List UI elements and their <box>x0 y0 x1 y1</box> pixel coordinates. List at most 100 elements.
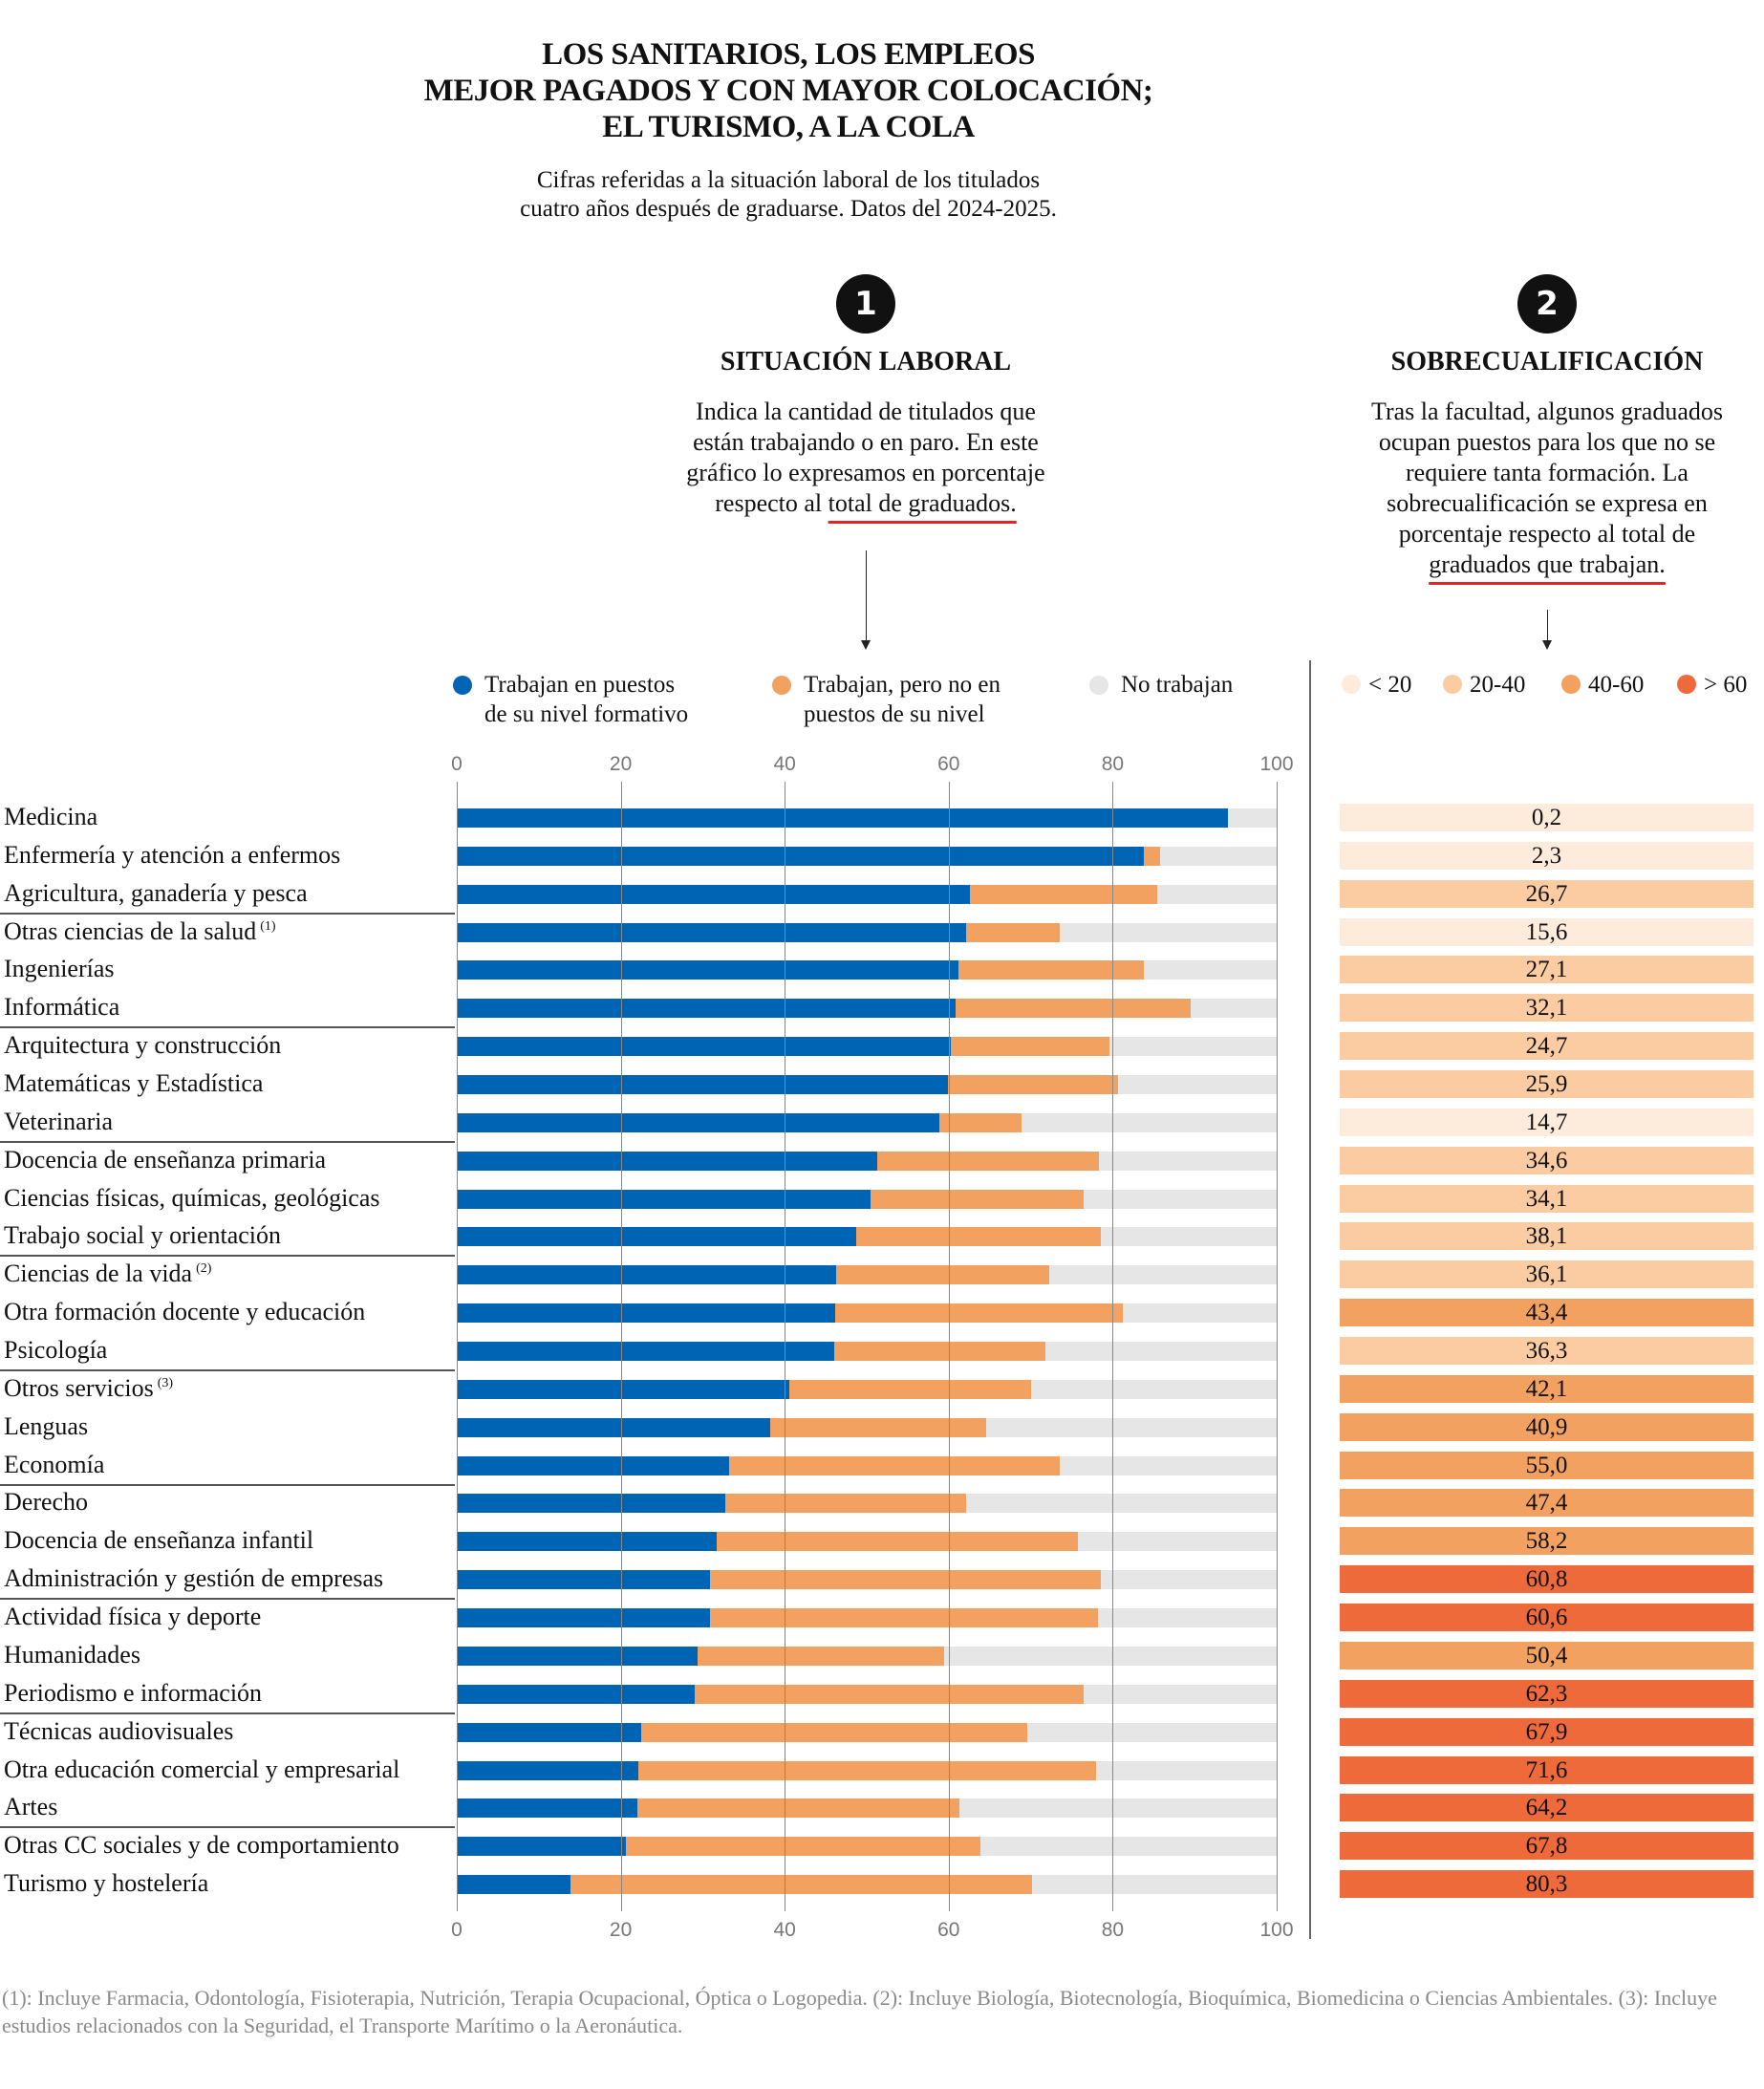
legend-label: Trabajan en puestos de su nivel formativo <box>484 672 689 727</box>
legend-item-40-60: 40-60 <box>1561 670 1644 700</box>
legend-dot-icon <box>1561 675 1581 694</box>
category-label: Informática <box>4 993 120 1022</box>
bar-segment <box>1156 884 1277 904</box>
bar-segment <box>457 1532 717 1552</box>
bar-segment <box>457 1342 834 1362</box>
bar-segment <box>1049 1265 1277 1285</box>
bar-segment <box>833 1342 1046 1362</box>
group-separator <box>0 1483 455 1486</box>
x-tick-label-top: 0 <box>451 753 463 775</box>
desc-text: respecto al <box>715 489 828 517</box>
bar-segment <box>457 999 956 1019</box>
bar-segment <box>1190 999 1277 1019</box>
bar-segment <box>1060 1455 1277 1475</box>
arrow-down-icon <box>1542 640 1552 650</box>
bar-segment <box>958 960 1144 980</box>
bar-segment <box>457 960 959 980</box>
overqualification-value: 2,3 <box>1340 841 1753 870</box>
overqualification-value: 34,6 <box>1340 1146 1753 1174</box>
group-separator <box>0 1712 455 1714</box>
legend-label: No trabajan <box>1121 672 1234 698</box>
desc-line: sobrecualificación se expresa en <box>1387 489 1708 517</box>
bar-segment <box>789 1379 1032 1399</box>
bar-segment <box>457 1608 711 1628</box>
overqualification-value: 32,1 <box>1340 994 1753 1023</box>
footnote-marker: (2) <box>196 1261 212 1277</box>
overqualification-value: 60,6 <box>1340 1604 1753 1632</box>
group-separator <box>0 1026 455 1029</box>
category-label: Actividad física y deporte <box>4 1603 262 1631</box>
legend-dot-icon <box>772 676 791 695</box>
category-label: Humanidades <box>4 1640 140 1669</box>
bar-segment <box>855 1227 1101 1247</box>
bar-segment <box>725 1494 966 1514</box>
bar-segment <box>457 1417 770 1437</box>
bar-segment <box>457 1646 699 1666</box>
category-label: Ingenierías <box>4 955 115 983</box>
overqualification-value: 80,3 <box>1340 1870 1753 1899</box>
title-line: LOS SANITARIOS, LOS EMPLEOS <box>542 37 1035 72</box>
group-separator <box>0 912 455 915</box>
group-separator <box>0 1368 455 1371</box>
section2-title: SOBRECUALIFICACIÓN <box>1390 347 1704 377</box>
number-two-icon: 2 <box>1517 274 1577 334</box>
desc-highlight: graduados que trabajan. <box>1429 550 1666 578</box>
bar-segment <box>636 1798 959 1819</box>
category-label: Psicología <box>4 1336 108 1365</box>
bar-segment <box>457 1075 948 1095</box>
x-tick-label-bottom: 0 <box>451 1919 463 1941</box>
category-label: Periodismo e información <box>4 1678 263 1707</box>
legend-item-20-40: 20-40 <box>1443 670 1525 700</box>
desc-line: Indica la cantidad de titulados que <box>696 398 1036 425</box>
bar-segment <box>1101 1570 1277 1590</box>
bar-segment <box>1097 1608 1277 1628</box>
bar-segment <box>939 1112 1022 1132</box>
x-tick-label-top: 100 <box>1259 753 1294 775</box>
overqualification-value: 58,2 <box>1340 1527 1753 1556</box>
bar-segment <box>1084 1189 1277 1209</box>
bar-segment <box>834 1303 1123 1324</box>
legend-item-orange: Trabajan, pero no en puestos de su nivel <box>772 670 1000 729</box>
bar-segment <box>457 1455 729 1475</box>
bar-segment <box>457 1570 711 1590</box>
bar-segment <box>457 1875 571 1895</box>
bar-segment <box>1084 1684 1277 1704</box>
gridline <box>1112 782 1114 1911</box>
bar-segment <box>457 1684 695 1704</box>
bar-segment <box>836 1265 1050 1285</box>
bar-segment <box>457 1303 835 1324</box>
overqualification-value: 60,8 <box>1340 1565 1753 1594</box>
gridline <box>457 782 458 1911</box>
category-label: Artes <box>4 1793 58 1821</box>
legend-dot-icon <box>1089 676 1108 695</box>
category-label: Matemáticas y Estadística <box>4 1069 264 1098</box>
category-label: Docencia de enseñanza infantil <box>4 1526 314 1555</box>
overqualification-value: 0,2 <box>1340 804 1753 831</box>
legend-item-gray: No trabajan <box>1089 670 1233 700</box>
section1-title: SITUACIÓN LABORAL <box>720 347 1012 377</box>
bar-segment <box>1032 1875 1277 1895</box>
bar-segment <box>457 1037 951 1057</box>
bar-segment <box>457 1494 726 1514</box>
bar-segment <box>694 1684 1085 1704</box>
subtitle-line: Cifras referidas a la situación laboral … <box>536 167 1041 193</box>
bar-segment <box>625 1837 981 1857</box>
category-label: Turismo y hostelería <box>4 1869 209 1898</box>
category-label: Otra educación comercial y empresarial <box>4 1755 400 1783</box>
bar-segment <box>1027 1722 1277 1742</box>
overqualification-value: 71,6 <box>1340 1755 1753 1784</box>
bar-segment <box>1077 1532 1277 1552</box>
overqualification-value: 26,7 <box>1340 879 1753 908</box>
bar-segment <box>641 1722 1028 1742</box>
bar-segment <box>457 808 1228 828</box>
desc-line: respecto al total de graduados. <box>636 488 1095 519</box>
bar-segment <box>871 1189 1085 1209</box>
group-separator <box>0 1255 455 1258</box>
legend-item-gt60: > 60 <box>1677 670 1747 700</box>
subtitle-line: cuatro años después de graduarse. Datos … <box>520 196 1057 222</box>
category-label: Medicina <box>4 803 98 830</box>
arrow-line <box>1547 610 1548 640</box>
category-label: Administración y gestión de empresas <box>4 1564 384 1593</box>
legend-dot-icon <box>1443 675 1462 694</box>
x-tick-label-bottom: 20 <box>609 1919 633 1941</box>
